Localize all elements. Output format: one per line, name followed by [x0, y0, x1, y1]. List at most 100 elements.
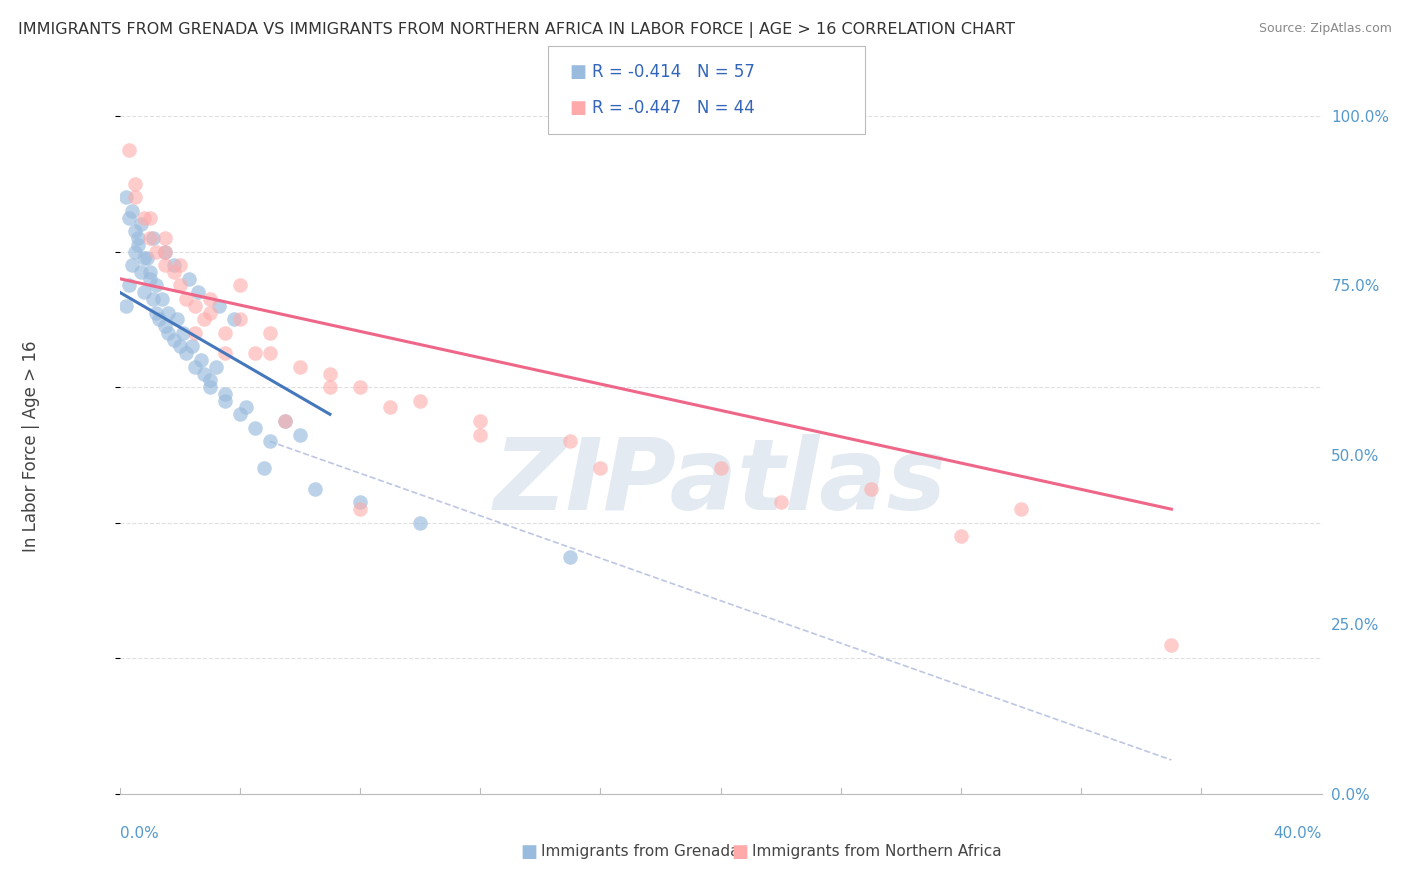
- Point: [172, 326, 194, 340]
- Point: [153, 319, 176, 334]
- Point: [132, 285, 155, 300]
- Point: [153, 244, 176, 259]
- Point: [145, 305, 167, 319]
- Point: [153, 231, 176, 245]
- Point: [180, 339, 202, 353]
- Point: [319, 367, 342, 381]
- Point: [259, 434, 281, 449]
- Point: [142, 231, 165, 245]
- Point: [274, 414, 297, 428]
- Point: [259, 326, 281, 340]
- Point: [124, 177, 146, 191]
- Point: [127, 231, 149, 245]
- Text: R = -0.447   N = 44: R = -0.447 N = 44: [592, 99, 755, 117]
- Text: 0.0%: 0.0%: [120, 826, 159, 840]
- Point: [304, 482, 326, 496]
- Point: [253, 461, 276, 475]
- Point: [148, 312, 170, 326]
- Point: [349, 495, 371, 509]
- Point: [135, 252, 157, 266]
- Point: [228, 407, 252, 421]
- Point: [156, 326, 179, 340]
- Point: [589, 461, 612, 475]
- Text: ZIPatlas: ZIPatlas: [494, 434, 948, 531]
- Text: IMMIGRANTS FROM GRENADA VS IMMIGRANTS FROM NORTHERN AFRICA IN LABOR FORCE | AGE : IMMIGRANTS FROM GRENADA VS IMMIGRANTS FR…: [18, 22, 1015, 38]
- Point: [117, 211, 139, 225]
- Point: [349, 502, 371, 516]
- Point: [169, 339, 191, 353]
- Point: [138, 211, 160, 225]
- Point: [214, 346, 236, 360]
- Point: [121, 258, 143, 272]
- Text: ■: ■: [569, 63, 586, 81]
- Point: [259, 346, 281, 360]
- Point: [214, 393, 236, 408]
- Point: [132, 252, 155, 266]
- Point: [243, 421, 266, 435]
- Text: In Labor Force | Age > 16: In Labor Force | Age > 16: [22, 340, 39, 552]
- Text: 40.0%: 40.0%: [1274, 826, 1322, 840]
- Point: [470, 414, 492, 428]
- Point: [162, 265, 184, 279]
- Point: [228, 312, 252, 326]
- Point: [156, 305, 179, 319]
- Point: [228, 278, 252, 293]
- Point: [859, 482, 882, 496]
- Point: [288, 427, 311, 442]
- Point: [319, 380, 342, 394]
- Point: [169, 258, 191, 272]
- Text: ■: ■: [569, 99, 586, 117]
- Point: [142, 292, 165, 306]
- Point: [129, 218, 152, 232]
- Point: [162, 258, 184, 272]
- Point: [198, 380, 221, 394]
- Point: [193, 312, 215, 326]
- Point: [132, 211, 155, 225]
- Text: ■: ■: [731, 843, 748, 861]
- Point: [214, 387, 236, 401]
- Point: [208, 299, 231, 313]
- Point: [560, 549, 582, 564]
- Point: [169, 278, 191, 293]
- Point: [145, 278, 167, 293]
- Text: ■: ■: [520, 843, 537, 861]
- Point: [470, 427, 492, 442]
- Point: [288, 359, 311, 374]
- Point: [709, 461, 731, 475]
- Point: [117, 143, 139, 157]
- Point: [124, 244, 146, 259]
- Point: [198, 292, 221, 306]
- Point: [129, 265, 152, 279]
- Point: [204, 359, 226, 374]
- Point: [198, 373, 221, 387]
- Point: [198, 305, 221, 319]
- Point: [222, 312, 245, 326]
- Point: [187, 285, 209, 300]
- Point: [153, 244, 176, 259]
- Point: [153, 258, 176, 272]
- Text: R = -0.414   N = 57: R = -0.414 N = 57: [592, 63, 755, 81]
- Point: [349, 380, 371, 394]
- Point: [114, 299, 136, 313]
- Point: [214, 326, 236, 340]
- Point: [274, 414, 297, 428]
- Point: [1160, 638, 1182, 652]
- Point: [145, 244, 167, 259]
- Point: [409, 393, 432, 408]
- Point: [183, 299, 205, 313]
- Point: [114, 190, 136, 204]
- Point: [166, 312, 188, 326]
- Text: Source: ZipAtlas.com: Source: ZipAtlas.com: [1258, 22, 1392, 36]
- Point: [560, 434, 582, 449]
- Point: [162, 333, 184, 347]
- Text: Immigrants from Northern Africa: Immigrants from Northern Africa: [752, 845, 1002, 859]
- Point: [174, 292, 197, 306]
- Point: [183, 359, 205, 374]
- Point: [150, 292, 173, 306]
- Point: [138, 231, 160, 245]
- Text: Immigrants from Grenada: Immigrants from Grenada: [541, 845, 740, 859]
- Point: [138, 265, 160, 279]
- Point: [177, 271, 200, 285]
- Point: [117, 278, 139, 293]
- Point: [174, 346, 197, 360]
